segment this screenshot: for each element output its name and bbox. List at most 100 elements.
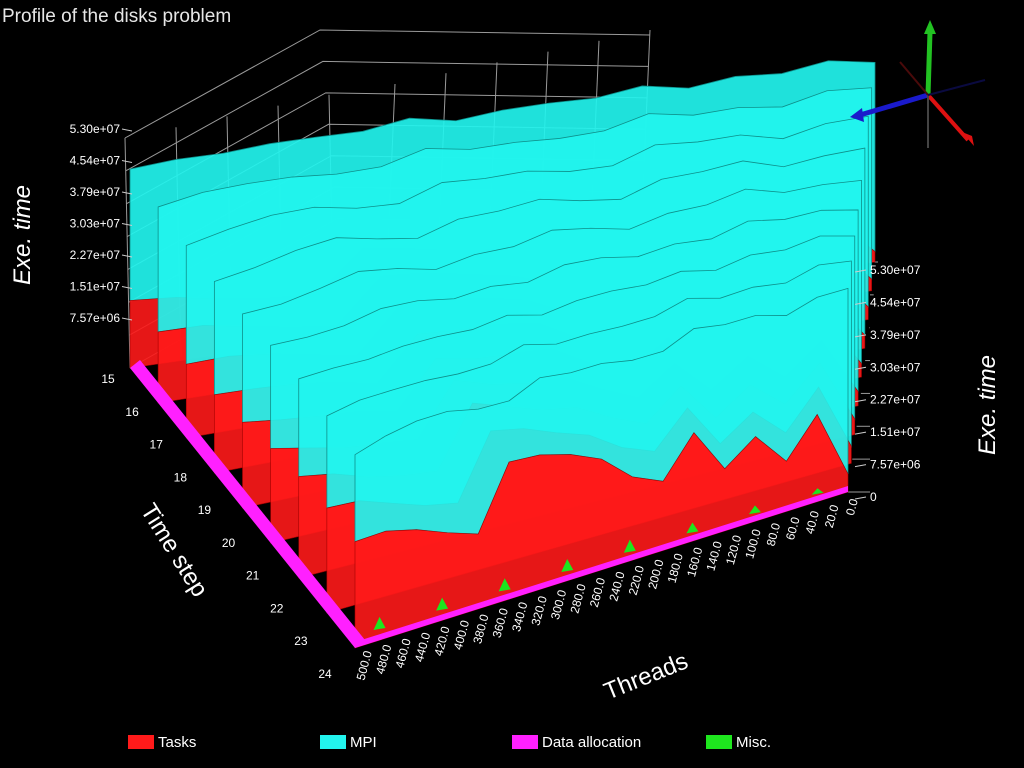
back-grid-line <box>124 29 651 139</box>
x-tick: 360.0 <box>490 606 511 639</box>
y-tick: 15 <box>101 372 115 386</box>
orientation-axes-icon <box>850 20 986 148</box>
data-allocation-front-strip <box>355 486 848 648</box>
y-tick: 24 <box>318 667 332 681</box>
x-tick: 480.0 <box>373 643 394 676</box>
plot-3d: 5.30e+07 4.54e+07 3.79e+07 3.03e+07 2.27e+07… <box>9 20 1001 706</box>
x-tick: 60.0 <box>783 515 803 541</box>
legend-label-misc: Misc. <box>736 733 771 751</box>
z-tick-mark-left <box>121 223 133 226</box>
legend-item-tasks: Tasks <box>128 732 196 752</box>
y-tick: 20 <box>222 536 236 550</box>
legend-swatch-misc <box>706 735 732 749</box>
x-tick: 320.0 <box>529 594 550 627</box>
z-tick-mark-right <box>854 269 867 273</box>
x-tick: 420.0 <box>431 625 452 658</box>
y-tick: 17 <box>150 438 164 452</box>
z-tick-mark-left <box>121 286 133 289</box>
x-tick: 240.0 <box>606 570 627 603</box>
z-tick-right: 7.57e+06 <box>870 458 921 472</box>
x-tick: 280.0 <box>567 582 588 615</box>
x-tick: 40.0 <box>802 509 822 535</box>
misc-spike <box>561 558 574 573</box>
x-tick: 340.0 <box>509 600 530 633</box>
x-tick: 260.0 <box>587 576 608 609</box>
legend-item-misc: Misc. <box>706 732 771 752</box>
z-tick-mark-right <box>854 464 867 468</box>
axis-line-darkblue <box>927 79 986 96</box>
legend-swatch-mpi <box>320 735 346 749</box>
vertical-grid-line <box>124 137 131 369</box>
misc-spike <box>686 522 699 534</box>
z-tick-mark-left <box>121 191 133 195</box>
x-tick: 400.0 <box>451 618 472 651</box>
z-tick-mark-left <box>121 160 133 163</box>
x-tick: 20.0 <box>822 503 842 529</box>
x-tick: 80.0 <box>764 521 784 547</box>
y-tick: 18 <box>174 470 188 484</box>
x-tick: 120.0 <box>723 533 744 566</box>
z-tick-right: 2.27e+07 <box>870 393 921 407</box>
x-tick: 140.0 <box>704 539 725 572</box>
z-tick-left: 3.03e+07 <box>70 217 121 231</box>
z-tick-mark-right <box>854 301 867 305</box>
z-axis-label-left: Exe. time <box>9 185 36 285</box>
x-tick: 300.0 <box>548 588 569 621</box>
x-tick: 220.0 <box>626 564 647 597</box>
misc-spike <box>748 505 761 515</box>
z-tick-mark-right <box>854 366 867 370</box>
x-tick: 0.0 <box>843 497 861 517</box>
z-tick-left: 1.51e+07 <box>70 280 121 294</box>
legend-label-mpi: MPI <box>350 733 377 751</box>
axis-arrowhead-green <box>924 20 936 34</box>
z-tick-left: 5.30e+07 <box>70 122 121 136</box>
axis-arrowhead-blue <box>850 108 864 122</box>
y-tick: 22 <box>270 601 284 615</box>
axis-line-darkred <box>899 61 929 96</box>
misc-spike <box>436 597 449 611</box>
legend-swatch-tasks <box>128 735 154 749</box>
z-tick-left: 7.57e+06 <box>70 311 121 325</box>
misc-spike <box>498 578 511 592</box>
y-tick: 19 <box>198 503 212 517</box>
z-axis-label-right: Exe. time <box>974 355 1001 455</box>
axis-arrow-green <box>925 31 933 96</box>
x-tick: 100.0 <box>742 527 763 560</box>
misc-spike <box>373 616 386 630</box>
z-tick-mark-left <box>121 317 133 321</box>
z-tick-left: 3.79e+07 <box>70 185 121 199</box>
misc-spike <box>811 488 824 495</box>
z-tick-mark-right <box>854 496 867 500</box>
z-tick-right: 3.79e+07 <box>870 328 921 342</box>
axis-arrow-blue <box>859 92 929 118</box>
z-tick-left: 4.54e+07 <box>70 154 121 168</box>
z-tick-right: 0 <box>870 490 877 504</box>
z-tick-mark-left <box>121 254 133 258</box>
legend-item-data-allocation: Data allocation <box>512 732 641 752</box>
chart-title: Profile of the disks problem <box>2 6 232 27</box>
z-tick-left: 2.27e+07 <box>70 248 121 262</box>
y-tick: 16 <box>125 405 139 419</box>
y-tick: 21 <box>246 569 260 583</box>
legend-item-mpi: MPI <box>320 732 377 752</box>
axis-arrow-red <box>926 93 970 142</box>
legend: Tasks MPI Data allocation Misc. <box>0 728 1024 758</box>
legend-swatch-data-allocation <box>512 735 538 749</box>
data-allocation-strip <box>130 360 365 648</box>
z-tick-mark-right <box>854 399 867 403</box>
z-tick-right: 3.03e+07 <box>870 360 921 374</box>
legend-label-tasks: Tasks <box>158 733 197 751</box>
z-tick-mark-right <box>854 334 867 338</box>
axis-arrowhead-red <box>962 132 974 146</box>
back-grid-line <box>125 60 649 172</box>
z-tick-mark-right <box>854 431 867 435</box>
surfaces <box>129 60 876 649</box>
z-tick-mark-left <box>121 128 133 132</box>
x-tick: 440.0 <box>412 631 433 664</box>
legend-label-data-allocation: Data allocation <box>542 733 642 751</box>
x-tick: 380.0 <box>470 612 491 645</box>
x-tick: 500.0 <box>354 649 375 682</box>
x-tick: 180.0 <box>665 552 686 585</box>
z-tick-right: 1.51e+07 <box>870 425 921 439</box>
x-tick: 160.0 <box>684 545 705 578</box>
